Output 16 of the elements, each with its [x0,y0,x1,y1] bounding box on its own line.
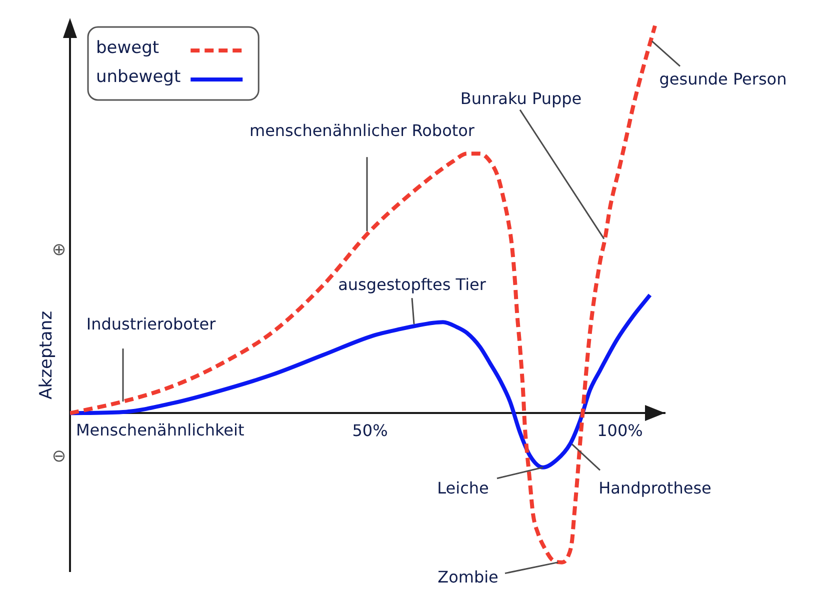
annotation: Leiche [437,478,489,498]
legend-label: unbewegt [96,66,181,87]
annotation: Bunraku Puppe [460,88,582,108]
annotation: Handprothese [598,478,712,498]
x-tick-label: 100% [597,420,643,440]
annotation: gesunde Person [659,69,787,88]
text: ⊕ [52,240,66,260]
x-tick-label: 50% [352,420,388,440]
annotation: menschenähnlicher Robotor [249,121,475,140]
annotation: Industrieroboter [86,314,216,334]
y-axis-title: Akzeptanz [36,310,56,400]
x-axis-title: Menschenähnlichkeit [76,420,244,440]
legend-label: bewegt [96,38,160,58]
annotation: ausgestopftes Tier [338,275,486,294]
text: ⊖ [52,446,66,467]
annotation: Zombie [438,567,498,586]
